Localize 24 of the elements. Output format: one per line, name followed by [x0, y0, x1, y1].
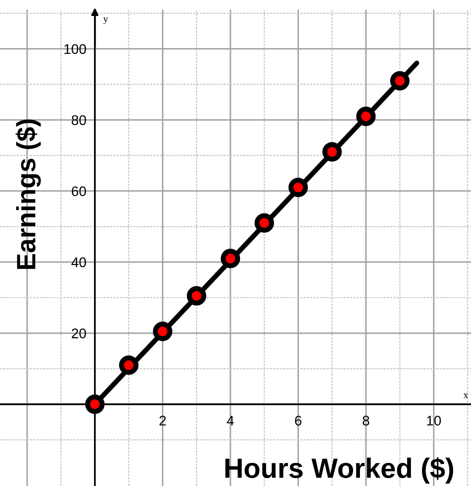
- point: [356, 106, 376, 126]
- point: [322, 142, 342, 162]
- point: [85, 394, 105, 414]
- y-tick-label: 20: [72, 328, 86, 338]
- annotation: y: [103, 18, 108, 24]
- x-tick-label: 4: [226, 416, 234, 426]
- point: [119, 355, 138, 375]
- point: [390, 71, 410, 91]
- y-tick-label: 80: [72, 115, 86, 126]
- annotation: x: [463, 394, 468, 398]
- y-tick-label: 40: [71, 257, 86, 268]
- x-tick-label: 10: [427, 416, 441, 426]
- x-tick-label: 6: [295, 416, 302, 426]
- y-tick-label: 60: [72, 186, 86, 196]
- point: [186, 286, 206, 306]
- y-tick-label: 100: [64, 44, 86, 54]
- y-axis-title: Earnings ($): [16, 119, 41, 269]
- point: [152, 322, 172, 342]
- point: [254, 213, 274, 233]
- x-tick-label: 8: [362, 416, 370, 426]
- point: [220, 248, 240, 268]
- x-tick-label: 2: [159, 416, 166, 426]
- point: [288, 178, 308, 198]
- x-axis-title: Hours Worked ($): [225, 457, 454, 484]
